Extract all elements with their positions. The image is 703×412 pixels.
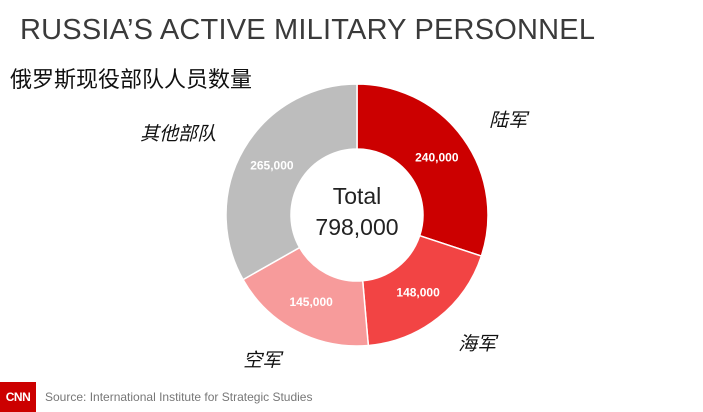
donut-slice: [361, 234, 483, 347]
center-label: Total: [333, 183, 382, 209]
slice-value-label: 265,000: [250, 158, 294, 172]
slice-category-label: 空军: [243, 349, 284, 371]
slice-value-label: 145,000: [289, 295, 333, 309]
slice-category-label: 其他部队: [140, 123, 216, 145]
chart-title: RUSSIA’S ACTIVE MILITARY PERSONNEL: [20, 14, 596, 46]
chart-subtitle: 俄罗斯现役部队人员数量: [10, 68, 253, 93]
footer: CNN Source: International Institute for …: [0, 382, 703, 412]
slice-category-label: 陆军: [489, 110, 530, 132]
slice-category-label: 海军: [458, 333, 499, 355]
source-note: Source: International Institute for Stra…: [45, 390, 313, 404]
donut-slice: [356, 83, 489, 258]
donut-slice: [225, 83, 358, 281]
slice-value-label: 240,000: [415, 150, 459, 164]
slice-value-label: 148,000: [396, 285, 440, 299]
cnn-logo: CNN: [0, 382, 36, 412]
center-value: 798,000: [315, 214, 398, 240]
